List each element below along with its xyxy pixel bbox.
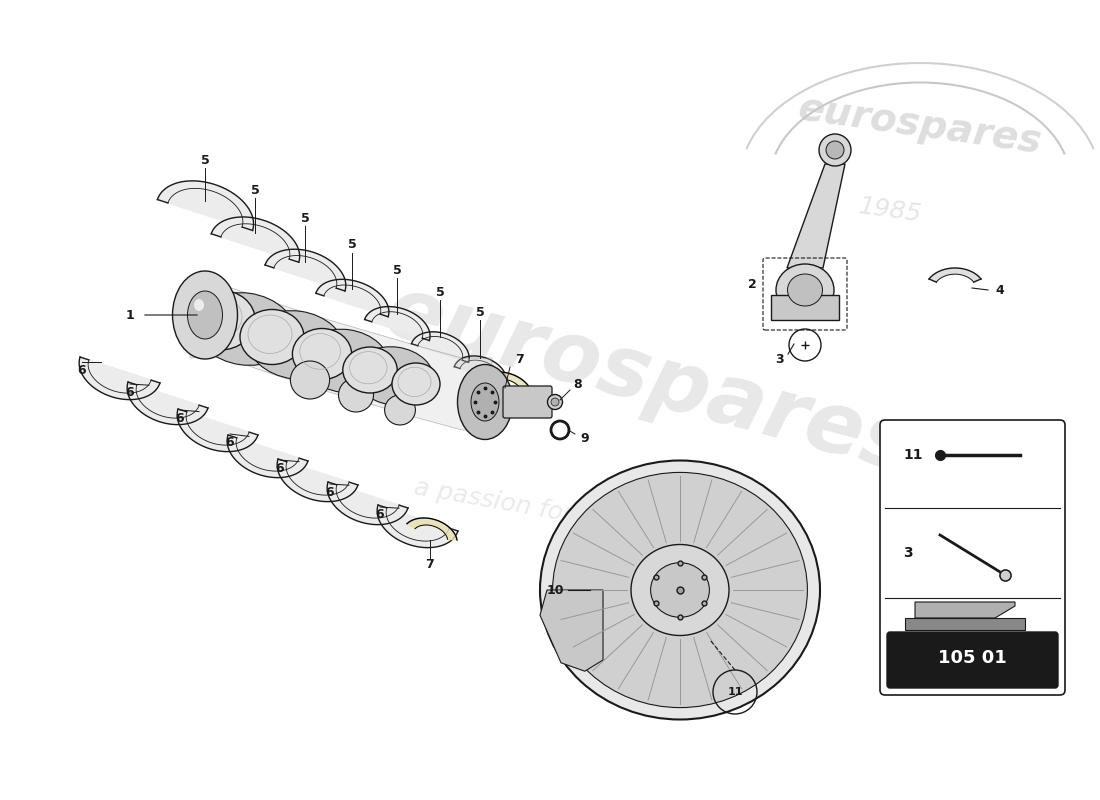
FancyBboxPatch shape bbox=[887, 632, 1058, 688]
Ellipse shape bbox=[354, 346, 433, 406]
Ellipse shape bbox=[788, 274, 823, 306]
Polygon shape bbox=[915, 602, 1015, 618]
Ellipse shape bbox=[249, 310, 344, 379]
Polygon shape bbox=[786, 164, 845, 268]
Text: 6: 6 bbox=[276, 462, 284, 474]
Text: 11: 11 bbox=[727, 687, 742, 697]
Ellipse shape bbox=[650, 562, 710, 618]
Ellipse shape bbox=[548, 394, 562, 410]
Polygon shape bbox=[316, 279, 389, 317]
Text: 9: 9 bbox=[581, 431, 590, 445]
Polygon shape bbox=[930, 268, 981, 282]
Text: 1: 1 bbox=[125, 309, 134, 322]
Ellipse shape bbox=[173, 271, 238, 359]
Ellipse shape bbox=[187, 291, 222, 339]
Text: 5: 5 bbox=[200, 154, 209, 166]
Polygon shape bbox=[327, 482, 408, 525]
Polygon shape bbox=[771, 295, 839, 320]
Text: 5: 5 bbox=[348, 238, 356, 251]
Polygon shape bbox=[190, 282, 492, 430]
Ellipse shape bbox=[195, 293, 295, 366]
Text: 6: 6 bbox=[125, 386, 134, 398]
Ellipse shape bbox=[631, 545, 729, 635]
Ellipse shape bbox=[240, 310, 304, 365]
Text: 6: 6 bbox=[176, 411, 185, 425]
Ellipse shape bbox=[301, 330, 388, 393]
Text: 1985: 1985 bbox=[857, 194, 923, 226]
Polygon shape bbox=[79, 357, 160, 400]
Text: 105 01: 105 01 bbox=[938, 649, 1006, 667]
Polygon shape bbox=[377, 505, 458, 548]
Polygon shape bbox=[540, 590, 603, 671]
Ellipse shape bbox=[552, 472, 807, 707]
Text: 6: 6 bbox=[376, 509, 384, 522]
Ellipse shape bbox=[194, 299, 204, 311]
FancyBboxPatch shape bbox=[503, 386, 552, 418]
Text: 6: 6 bbox=[78, 363, 86, 377]
Ellipse shape bbox=[392, 363, 440, 405]
Text: 3: 3 bbox=[776, 354, 784, 366]
Ellipse shape bbox=[293, 329, 352, 379]
Ellipse shape bbox=[339, 378, 374, 412]
Ellipse shape bbox=[458, 365, 513, 439]
Polygon shape bbox=[365, 306, 430, 341]
Ellipse shape bbox=[540, 461, 820, 719]
Text: 6: 6 bbox=[226, 435, 234, 449]
Ellipse shape bbox=[343, 347, 397, 393]
Text: 2: 2 bbox=[748, 278, 757, 291]
Text: 5: 5 bbox=[300, 211, 309, 225]
Ellipse shape bbox=[385, 395, 416, 425]
Text: 5: 5 bbox=[393, 263, 402, 277]
Polygon shape bbox=[128, 382, 208, 425]
Text: 6: 6 bbox=[326, 486, 334, 498]
Text: 4: 4 bbox=[996, 283, 1004, 297]
Ellipse shape bbox=[185, 290, 255, 350]
Text: a passion for parts since 1985: a passion for parts since 1985 bbox=[411, 475, 788, 565]
Text: 7: 7 bbox=[516, 354, 525, 366]
Polygon shape bbox=[482, 372, 532, 394]
Text: eurospares: eurospares bbox=[795, 89, 1044, 161]
Polygon shape bbox=[177, 409, 257, 452]
Text: 5: 5 bbox=[251, 183, 260, 197]
Ellipse shape bbox=[826, 141, 844, 159]
FancyBboxPatch shape bbox=[880, 420, 1065, 695]
Text: 7: 7 bbox=[426, 558, 434, 571]
Ellipse shape bbox=[290, 361, 330, 399]
Text: 3: 3 bbox=[903, 546, 913, 560]
Text: 8: 8 bbox=[574, 378, 582, 391]
Polygon shape bbox=[407, 518, 456, 540]
Text: 5: 5 bbox=[475, 306, 484, 318]
Ellipse shape bbox=[776, 264, 834, 316]
Polygon shape bbox=[411, 332, 470, 362]
Polygon shape bbox=[211, 217, 299, 262]
Polygon shape bbox=[227, 435, 308, 478]
Polygon shape bbox=[454, 356, 506, 383]
Text: 11: 11 bbox=[903, 448, 923, 462]
Ellipse shape bbox=[471, 383, 499, 421]
Polygon shape bbox=[265, 250, 345, 291]
Ellipse shape bbox=[820, 134, 851, 166]
Polygon shape bbox=[277, 459, 358, 502]
Text: eurospares: eurospares bbox=[376, 270, 924, 490]
Ellipse shape bbox=[551, 398, 559, 406]
Polygon shape bbox=[157, 181, 254, 230]
Polygon shape bbox=[905, 618, 1025, 630]
Text: 10: 10 bbox=[547, 583, 563, 597]
Text: 5: 5 bbox=[436, 286, 444, 298]
